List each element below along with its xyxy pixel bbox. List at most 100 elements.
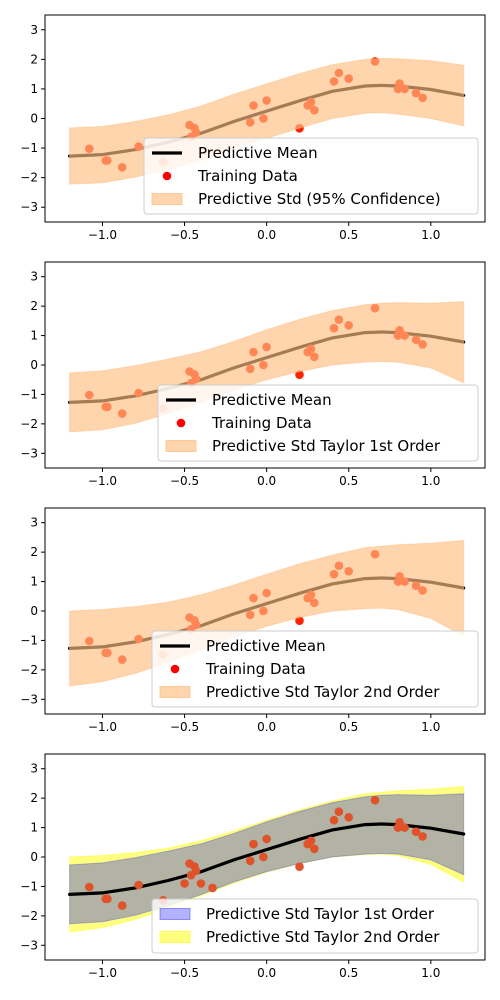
training-point <box>134 880 143 890</box>
training-point <box>310 844 319 854</box>
legend-label: Predictive Std Taylor 2nd Order <box>206 928 440 946</box>
legend-label: Training Data <box>211 414 312 432</box>
training-point <box>329 815 339 825</box>
training-point <box>295 862 304 871</box>
legend-label: Training Data <box>205 660 306 678</box>
legend-patch-swatch <box>159 908 191 920</box>
x-tick-label: 0.0 <box>257 228 276 242</box>
x-tick-label: −0.5 <box>170 966 199 980</box>
y-tick-label: −1 <box>20 141 38 155</box>
legend-marker-swatch <box>162 171 172 181</box>
y-tick-label: −1 <box>20 633 38 647</box>
y-tick-label: −3 <box>20 200 38 214</box>
y-tick-label: 3 <box>30 762 38 776</box>
legend: Predictive Std Taylor 1st Order Predictiv… <box>151 898 479 954</box>
legend-label: Predictive Mean <box>198 144 318 162</box>
x-tick-label: 0.5 <box>339 720 358 734</box>
training-point <box>400 823 409 832</box>
y-tick-label: 3 <box>30 270 38 284</box>
legend-patch-swatch <box>159 931 191 943</box>
training-point <box>85 882 94 892</box>
y-tick-label: −2 <box>20 171 38 185</box>
legend-label: Predictive Std Taylor 2nd Order <box>206 683 440 701</box>
y-tick-label: 1 <box>30 329 38 343</box>
x-tick-label: 1.0 <box>421 474 440 488</box>
legend-box <box>151 898 479 954</box>
legend-patch-swatch <box>165 440 197 452</box>
legend: Predictive Mean Training Data Predictive S… <box>143 137 479 215</box>
y-tick-label: 2 <box>30 52 38 66</box>
y-tick-label: 0 <box>30 850 38 864</box>
y-tick-label: 0 <box>30 604 38 618</box>
training-point <box>117 901 127 910</box>
panel-4: −1.0 −0.5 0.0 0.5 1.0 −3 −2 −1 0 1 2 3 Predictive St… <box>20 753 486 980</box>
y-tick-label: −3 <box>20 938 38 952</box>
legend-box <box>151 630 479 708</box>
y-tick-label: 2 <box>30 791 38 805</box>
panel-1: −1.0 −0.5 0.0 0.5 1.0 −3 −2 −1 0 1 2 3 Predictive Me… <box>20 14 486 242</box>
training-point <box>370 795 380 805</box>
y-tick-label: −1 <box>20 387 38 401</box>
training-point <box>103 894 112 904</box>
x-tick-label: 0.0 <box>257 966 276 980</box>
x-tick-label: 0.5 <box>339 228 358 242</box>
training-point <box>180 879 189 888</box>
training-point <box>259 852 268 862</box>
y-tick-label: −1 <box>20 879 38 893</box>
y-tick-label: 2 <box>30 299 38 313</box>
x-tick-label: −1.0 <box>88 966 117 980</box>
y-tick-label: 3 <box>30 23 38 37</box>
legend-marker-swatch <box>170 664 180 674</box>
x-tick-label: 0.5 <box>339 966 358 980</box>
y-tick-label: −2 <box>20 909 38 923</box>
panel-2: −1.0 −0.5 0.0 0.5 1.0 −3 −2 −1 0 1 2 3 Predictive Me… <box>20 261 486 488</box>
training-point <box>191 866 201 876</box>
panel-3: −1.0 −0.5 0.0 0.5 1.0 −3 −2 −1 0 1 2 3 Predictive Me… <box>20 507 486 734</box>
x-tick-label: −0.5 <box>170 228 199 242</box>
x-tick-label: 0.5 <box>339 474 358 488</box>
legend: Predictive Mean Training Data Predictive S… <box>151 630 479 708</box>
legend-marker-swatch <box>176 418 186 428</box>
training-point <box>334 807 344 816</box>
y-tick-label: 0 <box>30 358 38 372</box>
y-tick-label: 2 <box>30 545 38 559</box>
training-point <box>208 883 217 893</box>
x-tick-label: 0.0 <box>257 474 276 488</box>
legend-label: Predictive Mean <box>206 637 326 655</box>
legend-label: Predictive Std Taylor 1st Order <box>212 437 441 455</box>
y-tick-label: 0 <box>30 112 38 126</box>
legend-label: Training Data <box>197 167 298 185</box>
y-tick-label: −2 <box>20 663 38 677</box>
training-point <box>245 856 255 866</box>
x-tick-label: −1.0 <box>88 228 117 242</box>
training-point <box>418 832 427 841</box>
training-point <box>262 834 271 844</box>
y-tick-label: 1 <box>30 575 38 589</box>
x-tick-label: 0.0 <box>257 720 276 734</box>
x-tick-label: −1.0 <box>88 474 117 488</box>
legend-patch-swatch <box>151 193 183 205</box>
legend: Predictive Mean Training Data Predictive S… <box>157 384 479 462</box>
legend-label: Predictive Std Taylor 1st Order <box>206 905 435 923</box>
legend-label: Predictive Std (95% Confidence) <box>198 190 441 208</box>
legend-patch-swatch <box>159 686 191 698</box>
training-point <box>196 879 206 888</box>
legend-label: Predictive Mean <box>212 391 332 409</box>
y-tick-label: −3 <box>20 446 38 460</box>
y-tick-label: −2 <box>20 417 38 431</box>
x-tick-label: −0.5 <box>170 720 199 734</box>
y-tick-label: −3 <box>20 692 38 706</box>
x-tick-label: −0.5 <box>170 474 199 488</box>
y-tick-label: 3 <box>30 516 38 530</box>
x-tick-label: 1.0 <box>421 720 440 734</box>
x-tick-label: −1.0 <box>88 720 117 734</box>
plot-area-4 <box>67 785 466 933</box>
training-point <box>306 836 316 846</box>
training-point <box>344 813 354 822</box>
x-tick-label: 1.0 <box>421 966 440 980</box>
x-tick-label: 1.0 <box>421 228 440 242</box>
training-point <box>411 827 421 836</box>
legend-box <box>143 137 479 215</box>
legend-box <box>157 384 479 462</box>
